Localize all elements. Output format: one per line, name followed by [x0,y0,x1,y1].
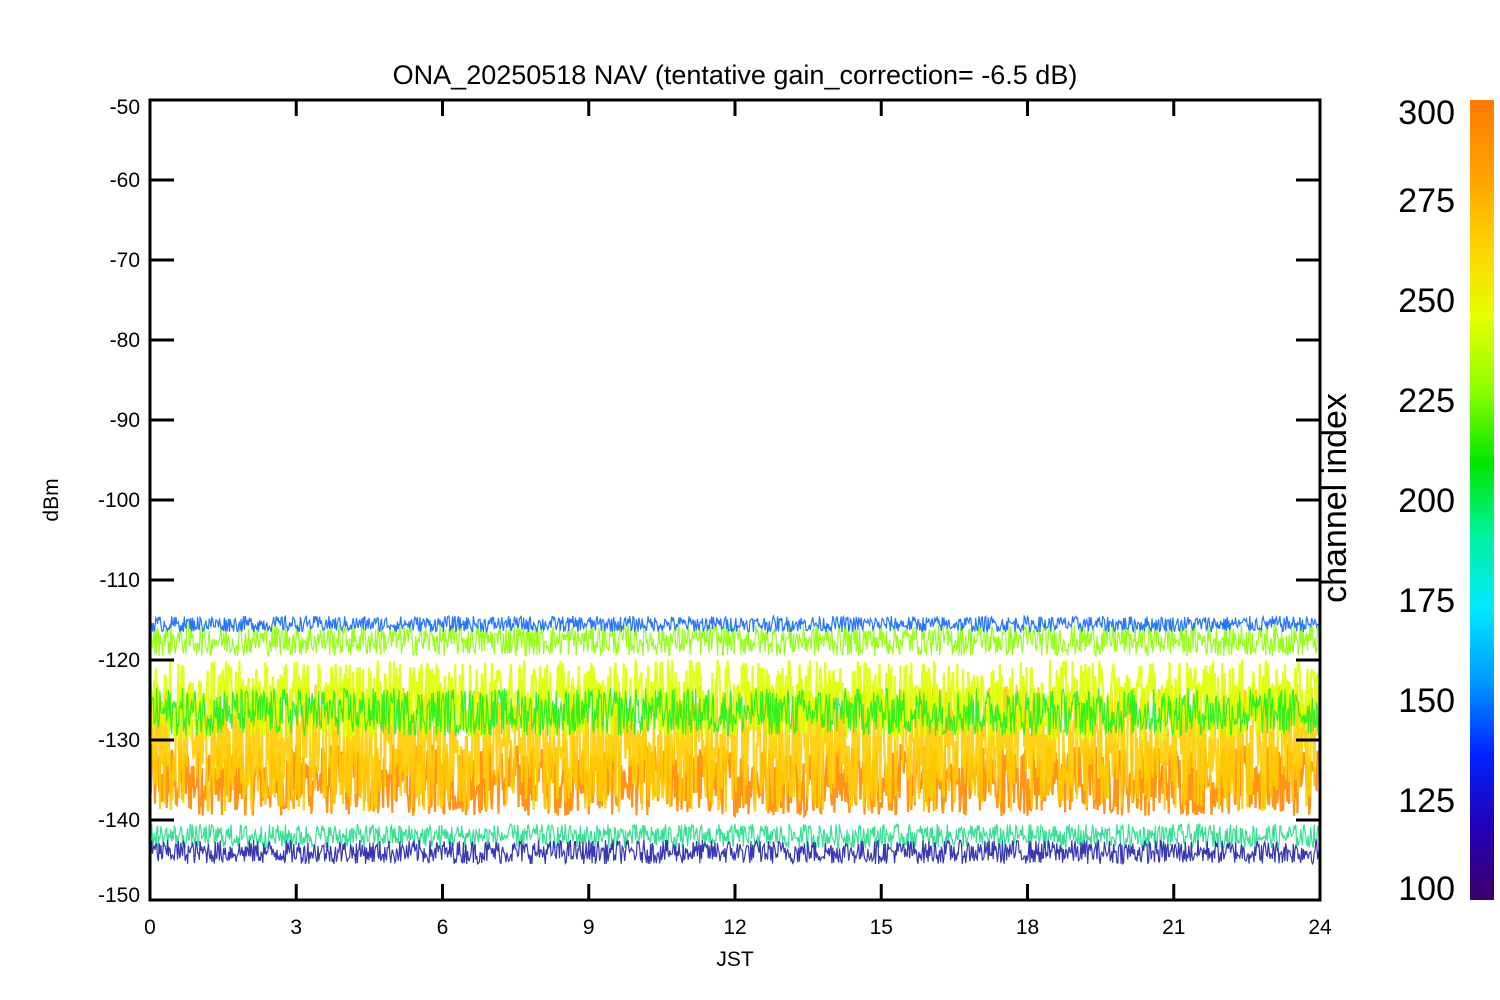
y-tick-label: -150 [98,884,140,907]
plot-data [150,614,1320,866]
x-tick-label: 18 [1016,916,1039,939]
x-tick-label: 3 [290,916,302,939]
x-tick-label: 12 [723,916,746,939]
x-tick-label: 0 [144,916,156,939]
colorbar-tick-label: 150 [1398,682,1455,720]
y-axis-ticks: -50 -60 -70 -80 -90 -100 -110 -120 -130 -140 -150 [98,96,1320,907]
colorbar-tick-label: 175 [1398,582,1455,620]
series-trace-ch120 [150,838,1320,866]
y-tick-label: -140 [98,809,140,832]
series-trace-ch262 [150,658,1320,742]
x-tick-label: 6 [437,916,449,939]
x-tick-label: 9 [583,916,595,939]
y-tick-label: -120 [98,649,140,672]
y-tick-label: -90 [110,409,140,432]
x-tick-label: 24 [1308,916,1332,939]
colorbar-tick-label: 125 [1398,782,1455,820]
series-trace-ch235 [150,687,1320,737]
y-tick-label: -130 [98,729,140,752]
colorbar-ticks: 300 275 250 225 200 175 150 125 100 [1398,94,1455,908]
colorbar [1470,100,1494,900]
x-tick-label: 15 [870,916,893,939]
x-axis-ticks: 0 3 6 9 12 15 18 21 24 [144,100,1332,939]
series-trace-ch160 [150,614,1320,635]
colorbar-label: channel index [1316,393,1354,603]
series-trace-ch205 [150,822,1320,850]
colorbar-tick-label: 300 [1398,94,1455,132]
colorbar-tick-label: 225 [1398,382,1455,420]
y-tick-label: -100 [98,489,140,512]
y-tick-label: -50 [110,96,140,119]
y-tick-label: -80 [110,329,140,352]
y-tick-label: -110 [100,569,140,592]
colorbar-tick-label: 275 [1398,182,1455,220]
y-tick-label: -60 [110,169,140,192]
colorbar-tick-label: 100 [1398,870,1455,908]
colorbar-tick-label: 250 [1398,282,1455,320]
colorbar-tick-label: 200 [1398,482,1455,520]
y-tick-label: -70 [110,249,140,272]
chart-title: ONA_20250518 NAV (tentative gain_correct… [393,60,1078,90]
y-axis-label: dBm [40,478,63,521]
x-tick-label: 21 [1162,916,1185,939]
x-axis-label: JST [716,948,754,971]
